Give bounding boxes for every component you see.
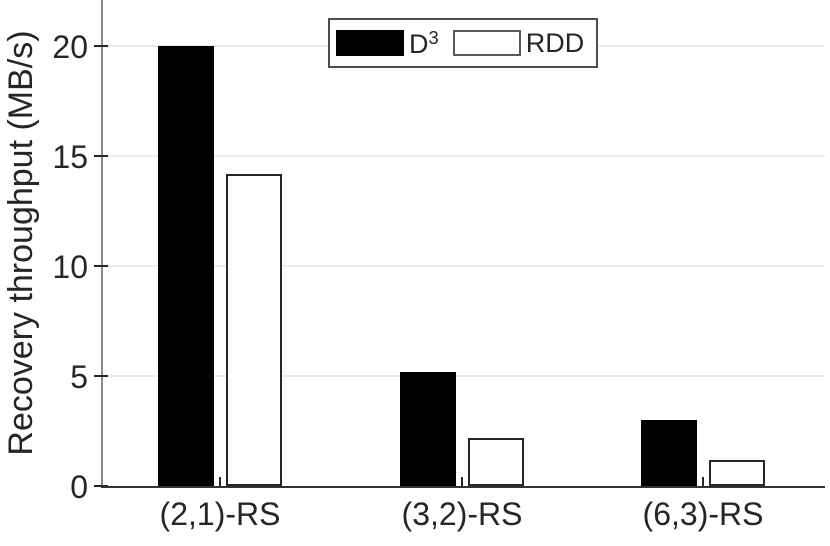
legend-label-D3: D3 <box>409 27 439 59</box>
x-tick-mark <box>702 477 704 486</box>
y-tick-mark <box>94 375 108 377</box>
gridline <box>101 375 825 377</box>
bar-RDD <box>226 174 282 486</box>
legend-entry-D3: D3 <box>336 26 439 60</box>
legend-entry-RDD: RDD <box>452 27 585 59</box>
gridline <box>101 265 825 267</box>
x-tick-mark <box>219 477 221 486</box>
legend-label-superscript: 3 <box>428 27 439 48</box>
y-tick-label: 5 <box>70 359 88 395</box>
y-tick-label: 20 <box>52 29 88 65</box>
legend-swatch-RDD <box>452 30 521 56</box>
bar-RDD <box>468 438 524 486</box>
y-axis-label: Recovery throughput (MB/s) <box>2 30 40 456</box>
x-tick-label: (3,2)-RS <box>401 496 523 532</box>
y-axis-line <box>101 0 103 488</box>
legend: D3 RDD <box>328 18 598 68</box>
bar-D3 <box>400 372 456 486</box>
legend-swatch-D3 <box>336 30 404 56</box>
legend-label-RDD: RDD <box>525 27 585 58</box>
y-tick-mark <box>94 45 108 47</box>
y-tick-label: 10 <box>52 249 88 285</box>
plot-area <box>94 0 825 488</box>
x-tick-mark <box>461 477 463 486</box>
x-axis-line <box>101 486 825 488</box>
y-tick-mark <box>94 155 108 157</box>
bar-RDD <box>709 460 765 486</box>
x-tick-label: (6,3)-RS <box>642 496 764 532</box>
y-tick-mark <box>94 265 108 267</box>
y-tick-label: 15 <box>52 139 88 175</box>
x-tick-label: (2,1)-RS <box>159 496 281 532</box>
gridline <box>101 155 825 157</box>
y-tick-label: 0 <box>70 469 88 505</box>
bar-D3 <box>158 46 214 486</box>
bar-D3 <box>641 420 697 486</box>
